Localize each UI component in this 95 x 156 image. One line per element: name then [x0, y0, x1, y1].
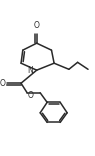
Text: N: N	[27, 66, 33, 75]
Text: O: O	[0, 79, 6, 88]
Text: O: O	[34, 21, 40, 30]
Text: O: O	[28, 91, 34, 100]
